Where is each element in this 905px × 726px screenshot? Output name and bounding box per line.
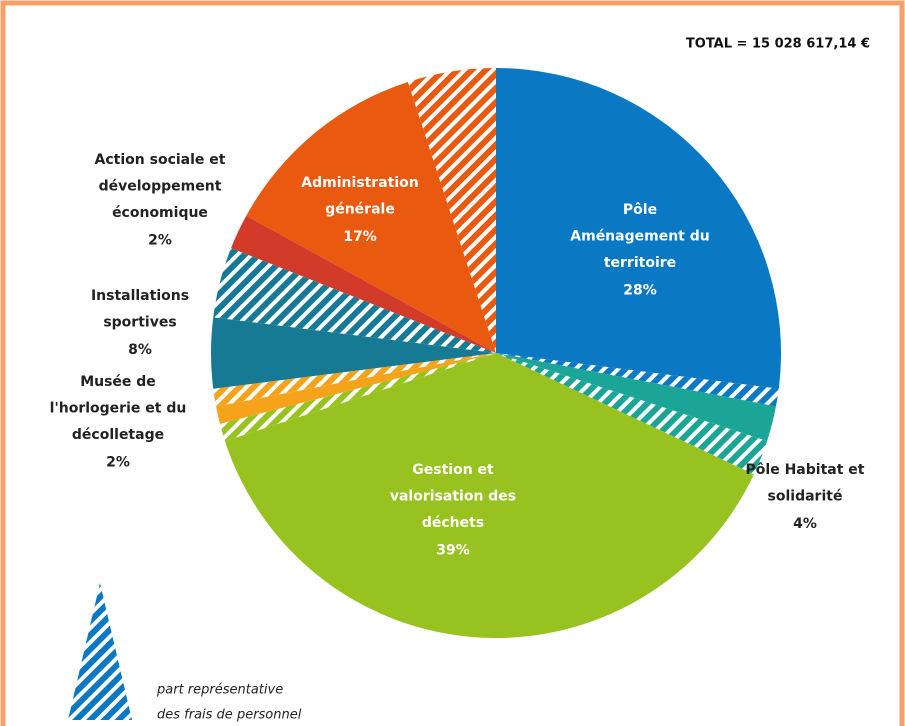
legend-text: des frais de personnel bbox=[157, 708, 302, 723]
slice-label: sportives bbox=[103, 315, 176, 331]
slice-personnel bbox=[213, 353, 496, 407]
slice-label: déchets bbox=[422, 515, 484, 531]
slice bbox=[224, 353, 754, 638]
slice bbox=[496, 353, 776, 442]
legend-swatch bbox=[68, 583, 132, 720]
chart-title: TOTAL = 15 028 617,14 € bbox=[686, 37, 870, 52]
value-label: 2% bbox=[106, 455, 130, 471]
slice bbox=[231, 215, 496, 353]
pie bbox=[211, 68, 781, 638]
slice-label: Aménagement du bbox=[570, 229, 709, 245]
slice-label: solidarité bbox=[768, 489, 843, 505]
slice-label: Administration bbox=[301, 175, 418, 191]
slice-label: valorisation des bbox=[390, 489, 516, 505]
slice-label: économique bbox=[112, 205, 208, 221]
slice-label: Pôle bbox=[623, 202, 657, 218]
slice-label: Installations bbox=[91, 288, 189, 304]
slice-personnel bbox=[496, 353, 779, 407]
slice bbox=[211, 317, 496, 389]
slice-label: territoire bbox=[604, 255, 676, 271]
value-label: 39% bbox=[436, 543, 470, 559]
slice-personnel bbox=[219, 353, 496, 442]
value-label: 28% bbox=[623, 283, 657, 299]
slice-personnel bbox=[407, 68, 496, 353]
slice-label: l'horlogerie et du bbox=[50, 401, 187, 417]
labels: Pôle Aménagement du territoire 28% Pôle Habi… bbox=[50, 152, 865, 559]
slice-label: Gestion et bbox=[412, 462, 494, 478]
slice-label: générale bbox=[325, 202, 395, 218]
value-label: 17% bbox=[343, 229, 377, 245]
slice-label: Action sociale et bbox=[95, 152, 226, 168]
slice-label: Musée de bbox=[80, 374, 156, 390]
slice-personnel bbox=[213, 248, 496, 353]
legend-text: part représentative bbox=[156, 683, 283, 698]
value-label: 2% bbox=[148, 233, 172, 249]
slice bbox=[216, 353, 496, 424]
value-label: 8% bbox=[128, 342, 152, 358]
slice-label: Pôle Habitat et bbox=[746, 462, 865, 478]
slice-label: développement bbox=[99, 179, 222, 195]
slice bbox=[496, 68, 781, 389]
slice-label: décolletage bbox=[72, 427, 164, 443]
slice-personnel bbox=[496, 353, 768, 475]
value-label: 4% bbox=[793, 516, 817, 532]
slice bbox=[246, 81, 496, 354]
